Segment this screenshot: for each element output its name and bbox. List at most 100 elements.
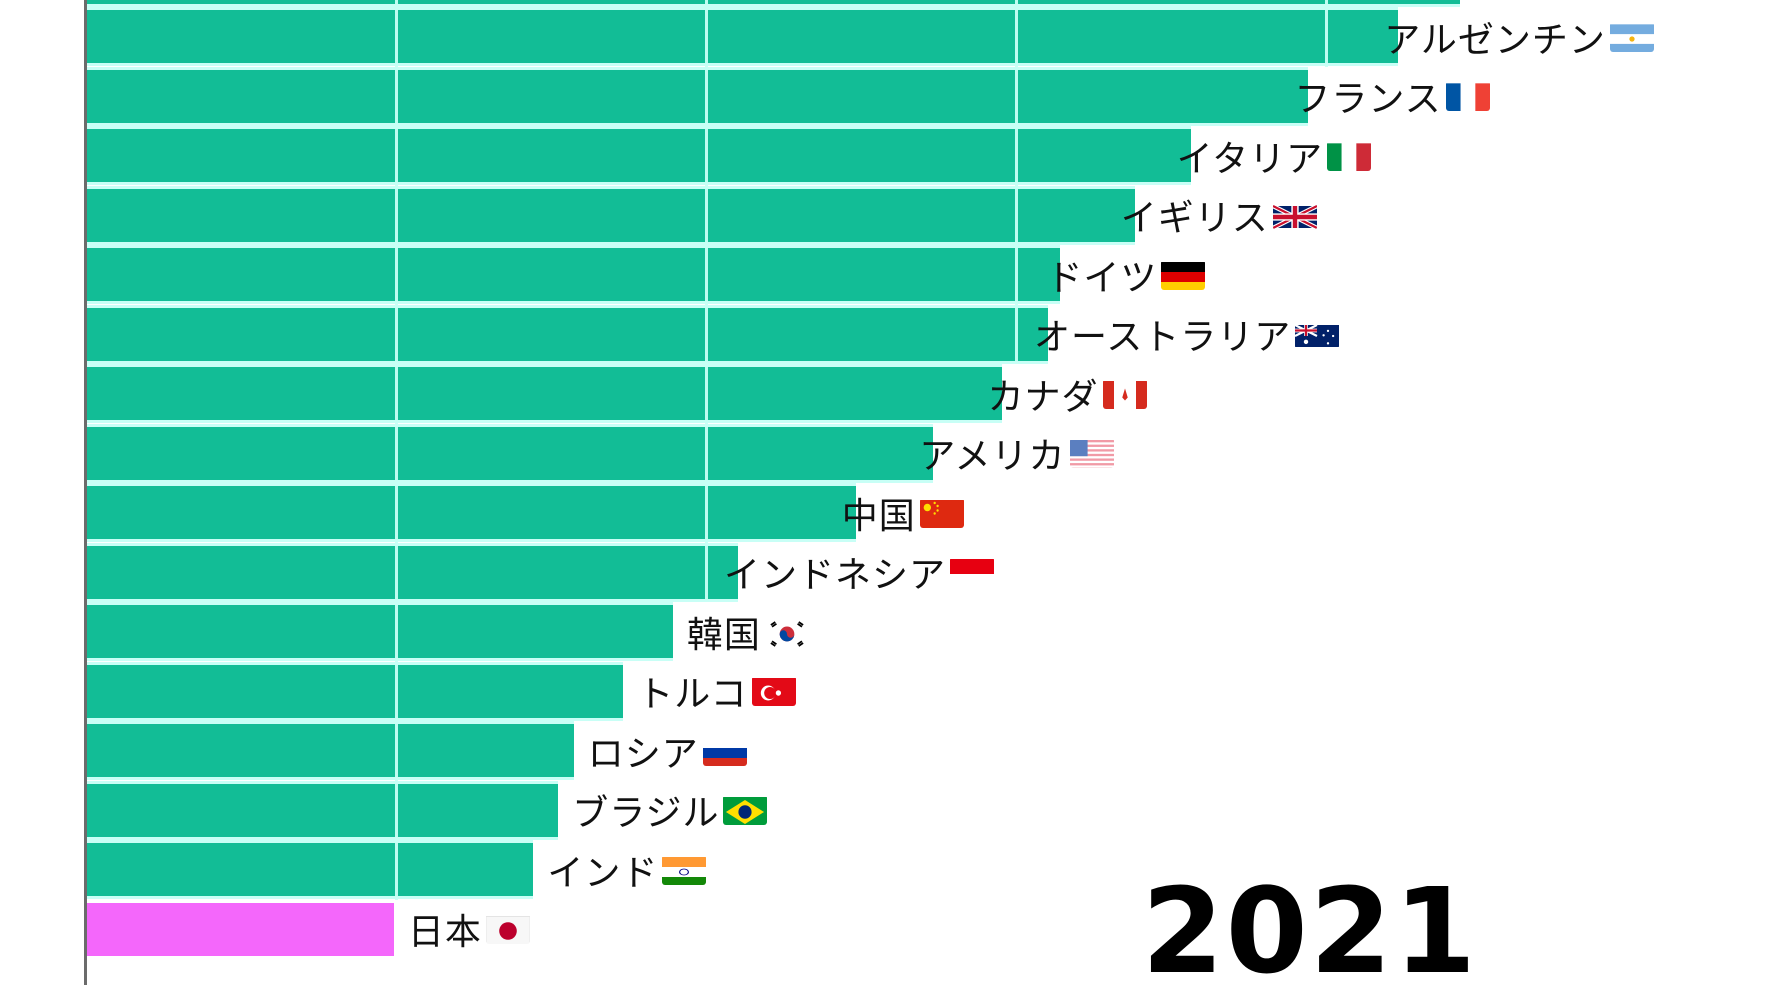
country-name: 日本	[408, 903, 482, 955]
flag-it-icon	[1327, 141, 1371, 171]
gridline-segment	[705, 7, 708, 67]
bar	[87, 0, 1460, 4]
gridline-segment	[395, 781, 398, 841]
bar	[87, 843, 533, 896]
country-name: カナダ	[988, 368, 1099, 420]
highlighted-bar	[87, 903, 394, 956]
bar	[87, 605, 673, 658]
bar	[87, 189, 1135, 242]
country-name: ブラジル	[572, 784, 719, 836]
gridline-segment	[705, 0, 708, 7]
gridline-segment	[395, 305, 398, 365]
bar-label: 日本	[408, 903, 530, 956]
bar	[87, 248, 1060, 301]
gridline-segment	[1015, 0, 1018, 7]
flag-ar-icon	[1610, 22, 1654, 52]
gridline-segment	[1325, 7, 1328, 67]
gridline-segment	[395, 543, 398, 603]
flag-us-icon	[1070, 438, 1114, 468]
gridline-segment	[395, 186, 398, 246]
gridline-segment	[1015, 126, 1018, 186]
gridline-segment	[1015, 67, 1018, 127]
gridline-segment	[395, 245, 398, 305]
country-name: イギリス	[1121, 189, 1269, 241]
bar-label: 中国	[842, 486, 964, 539]
bar-label: イギリス	[1121, 189, 1317, 242]
gridline-segment	[705, 245, 708, 305]
bar	[87, 486, 856, 539]
gridline-segment	[1015, 7, 1018, 67]
bar	[87, 784, 558, 837]
bar	[87, 427, 933, 480]
gridline-segment	[705, 126, 708, 186]
country-name: イタリア	[1177, 130, 1324, 182]
country-name: フランス	[1294, 70, 1441, 122]
flag-kr-icon	[765, 617, 809, 647]
bar-label: アメリカ	[919, 427, 1113, 480]
gridline-segment	[395, 7, 398, 67]
flag-au-icon	[1295, 319, 1339, 349]
gridline-segment	[1015, 245, 1018, 305]
bar	[87, 129, 1191, 182]
gridline-segment	[395, 662, 398, 722]
bar-label: トルコ	[637, 665, 795, 718]
gridline-segment	[705, 67, 708, 127]
bar	[87, 724, 574, 777]
country-name: インドネシア	[724, 546, 946, 598]
bar	[87, 70, 1308, 123]
country-name: アルゼンチン	[1384, 11, 1606, 63]
gridline-segment	[705, 364, 708, 424]
bar-label: アルゼンチン	[1384, 10, 1654, 63]
gridline-segment	[705, 483, 708, 543]
bar	[87, 546, 738, 599]
country-name: オーストラリア	[1034, 308, 1291, 360]
bar	[87, 665, 623, 718]
bar-label: フランス	[1294, 70, 1489, 123]
gridline-segment	[395, 0, 398, 7]
bar-label: インドネシア	[724, 546, 994, 599]
country-name: インド	[547, 844, 658, 896]
flag-br-icon	[723, 795, 767, 825]
gridline-segment	[395, 424, 398, 484]
gridline-segment	[705, 424, 708, 484]
bar	[87, 367, 1002, 420]
gridline-segment	[395, 364, 398, 424]
bar-label: ブラジル	[572, 784, 767, 837]
bar	[87, 10, 1398, 63]
flag-fr-icon	[1446, 81, 1490, 111]
country-name: トルコ	[637, 665, 747, 717]
bar-label: 韓国	[687, 605, 809, 658]
country-name: ドイツ	[1046, 249, 1157, 301]
flag-ca-icon	[1103, 379, 1147, 409]
gridline-segment	[395, 721, 398, 781]
gridline-segment	[1325, 0, 1328, 7]
gridline-segment	[395, 602, 398, 662]
gridline-segment	[395, 840, 398, 900]
gridline-segment	[395, 126, 398, 186]
country-name: ロシア	[588, 725, 699, 777]
bar-label: インド	[547, 843, 706, 896]
gridline-segment	[1015, 186, 1018, 246]
gridline-segment	[705, 186, 708, 246]
country-name: 韓国	[687, 606, 761, 658]
flag-id-icon	[950, 557, 994, 587]
gridline-segment	[705, 305, 708, 365]
gridline-segment	[705, 543, 708, 603]
flag-cn-icon	[920, 498, 964, 528]
bar-label: オーストラリア	[1034, 308, 1339, 361]
flag-de-icon	[1161, 260, 1205, 290]
bar-label: ロシア	[588, 724, 747, 777]
flag-in-icon	[662, 855, 706, 885]
year-label: 2021	[1142, 862, 1478, 1000]
flag-gb-icon	[1273, 200, 1317, 230]
bar-label: ドイツ	[1046, 248, 1205, 301]
country-name: 中国	[842, 487, 916, 539]
gridline-segment	[395, 67, 398, 127]
flag-jp-icon	[486, 914, 530, 944]
gridline-segment	[1015, 305, 1018, 365]
bar	[87, 308, 1048, 361]
gridline-segment	[395, 483, 398, 543]
bar-label: イタリア	[1177, 129, 1372, 182]
flag-ru-icon	[703, 736, 747, 766]
